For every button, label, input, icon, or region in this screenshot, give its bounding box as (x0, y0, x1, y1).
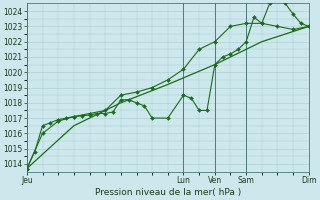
X-axis label: Pression niveau de la mer( hPa ): Pression niveau de la mer( hPa ) (95, 188, 241, 197)
